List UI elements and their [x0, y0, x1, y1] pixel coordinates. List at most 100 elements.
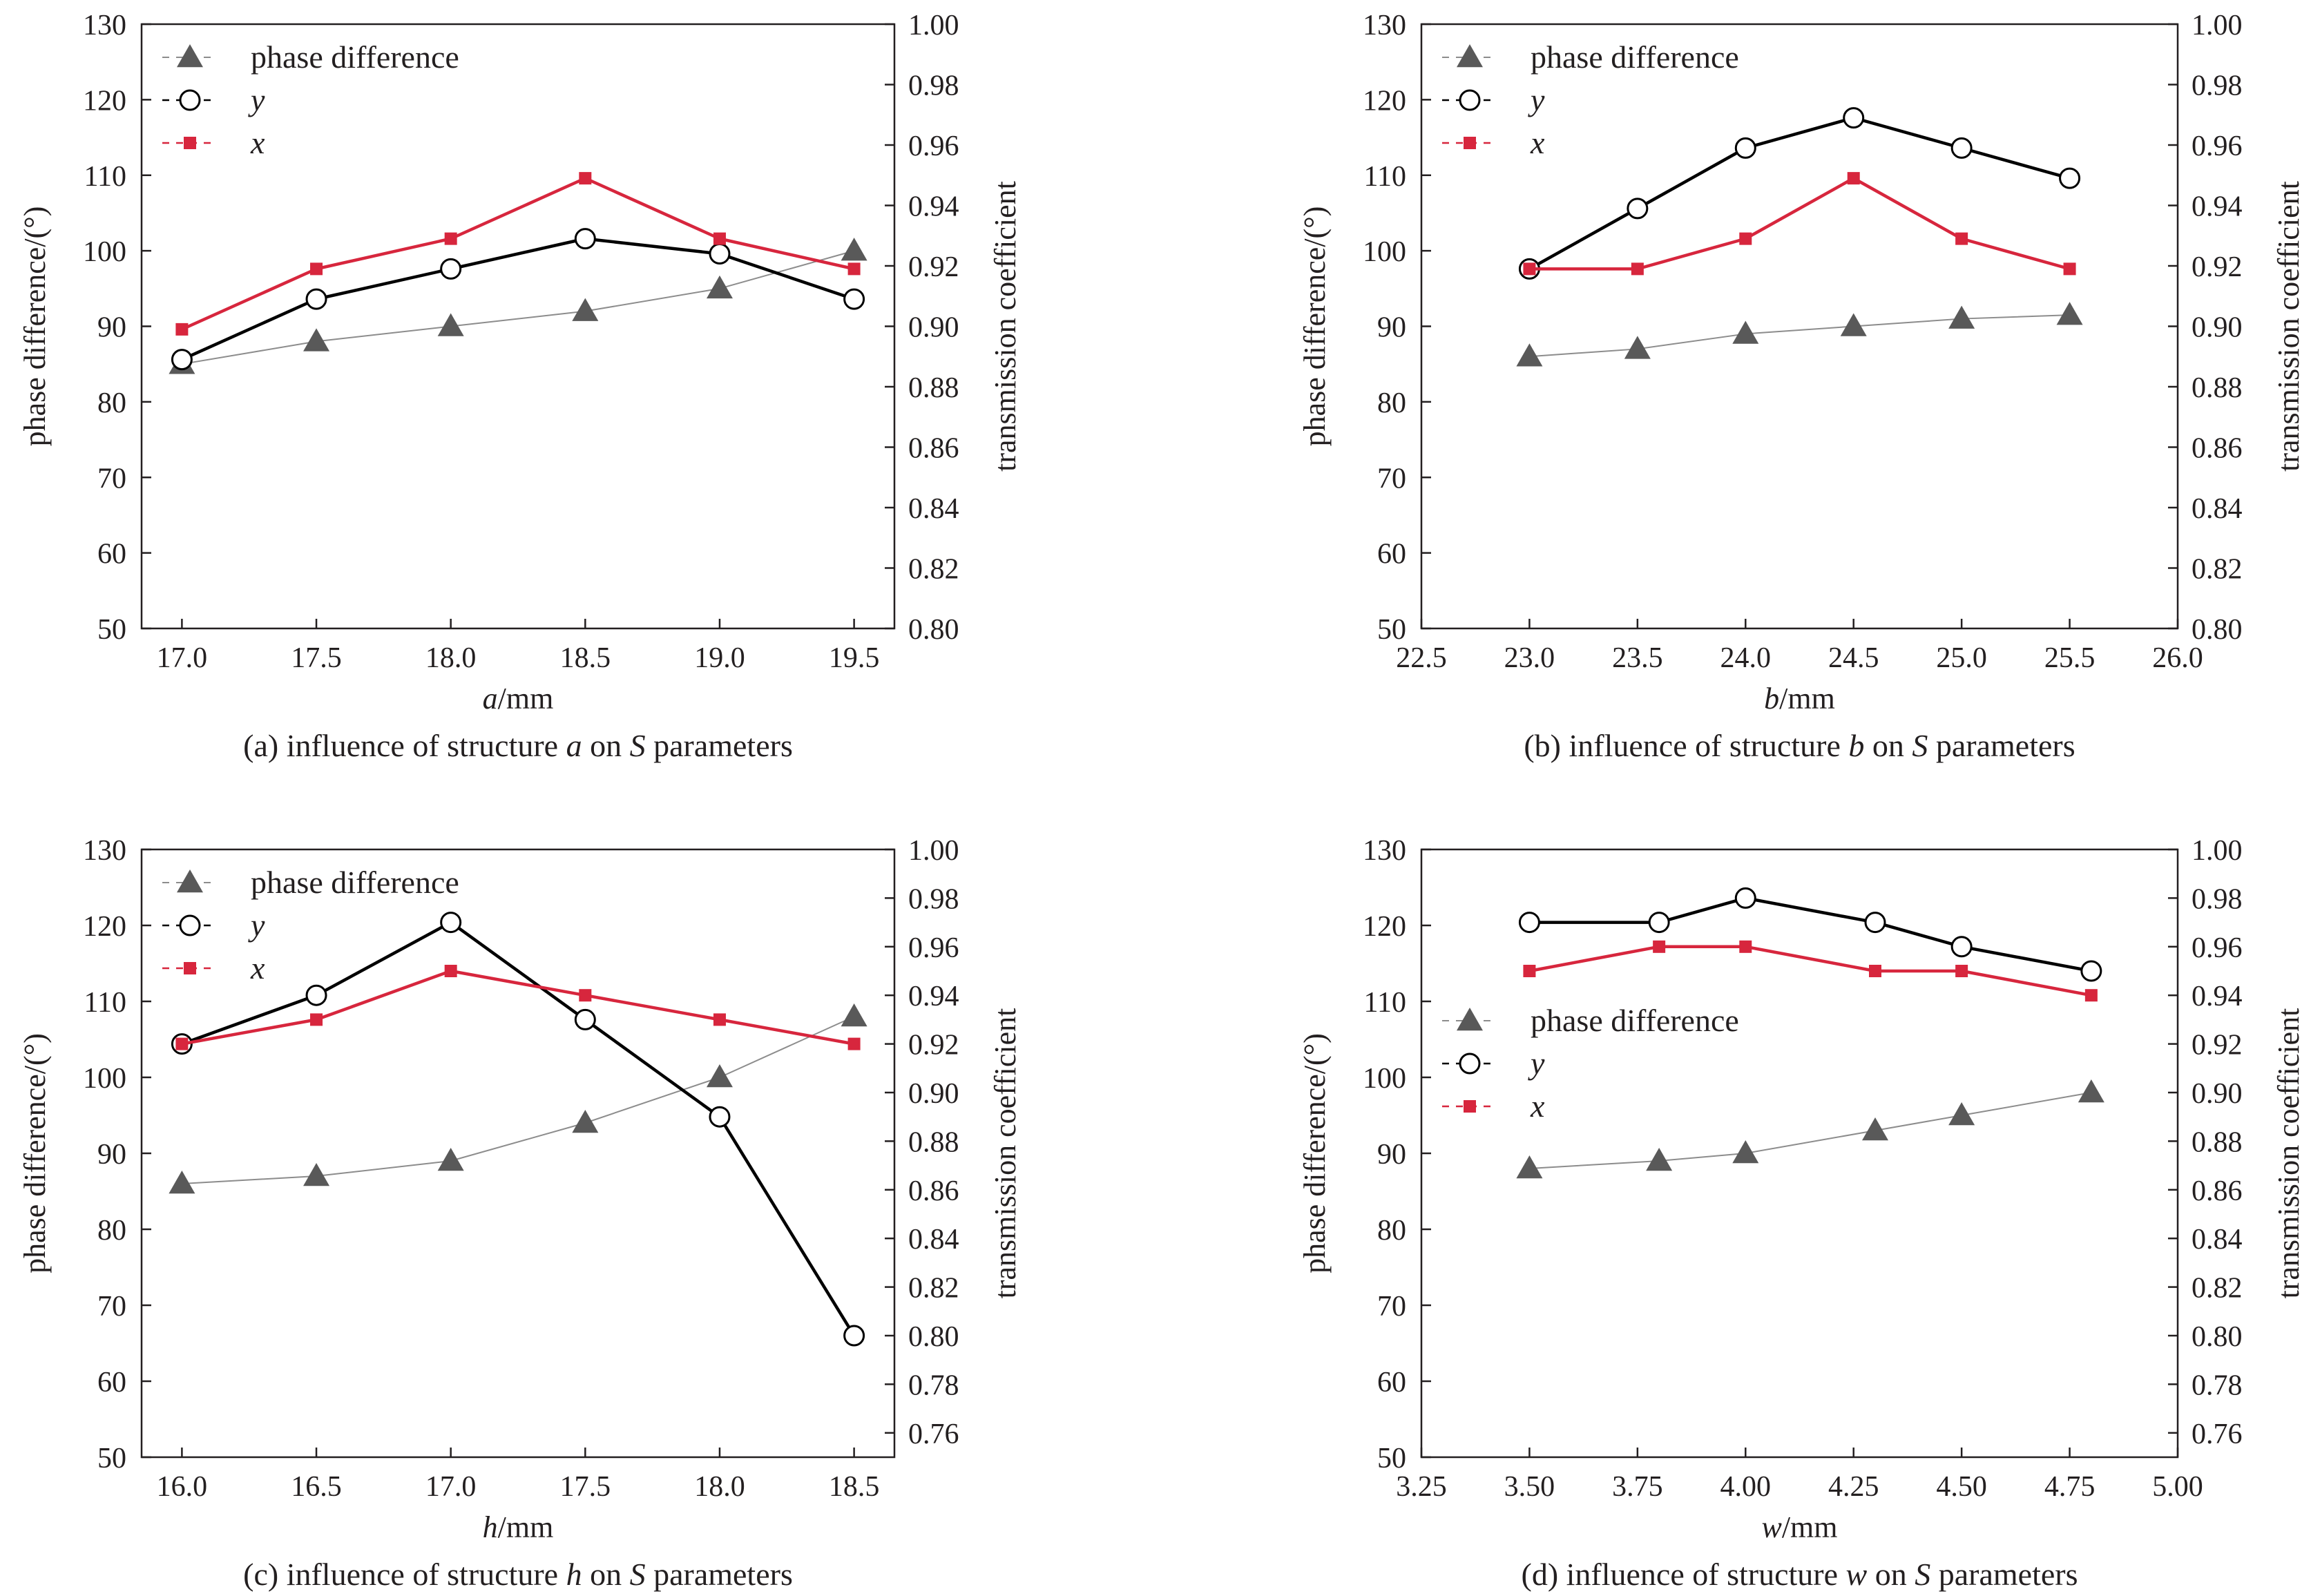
x-tick-label: 5.00	[2152, 1471, 2203, 1503]
series-line-x	[1529, 945, 2092, 997]
y-right-tick-label: 1.00	[2192, 835, 2243, 867]
legend-marker-x	[1464, 1100, 1476, 1113]
x-axis-label-var: a	[483, 682, 498, 715]
data-point-x	[175, 1037, 189, 1050]
y-right-tick-label: 0.94	[2192, 981, 2243, 1012]
x-tick-label: 25.0	[1936, 642, 1987, 674]
legend-marker-x	[1464, 137, 1476, 149]
y-right-tick-label: 0.78	[908, 1369, 959, 1401]
x-tick-label: 4.50	[1936, 1471, 1987, 1503]
series-line-phase	[182, 250, 854, 365]
data-point-y	[171, 349, 193, 371]
y-right-tick-label: 0.86	[2192, 433, 2243, 465]
y-left-tick-label: 60	[97, 1367, 126, 1398]
y-right-tick-label: 0.90	[908, 312, 959, 344]
legend: phase difference yx	[162, 39, 459, 160]
data-point-phase	[303, 1163, 330, 1186]
legend-label-x: x	[250, 950, 265, 986]
y-left-tick-label: 50	[1377, 1443, 1406, 1474]
y-right-tick-label: 0.96	[2192, 131, 2243, 162]
y-right-tick-label: 0.82	[908, 554, 959, 586]
y-left-tick-label: 130	[1363, 835, 1406, 867]
legend-marker-phase	[177, 44, 203, 68]
caption-mid: on	[582, 728, 630, 763]
y-right-tick-label: 0.92	[2192, 251, 2243, 283]
legend-marker-y	[1459, 1052, 1481, 1075]
series-line-phase	[1529, 1092, 2092, 1169]
series-line-phase	[1529, 314, 2070, 358]
y-left-tick-label: 50	[1377, 614, 1406, 646]
caption-svar: S	[630, 728, 646, 763]
data-point-phase	[1646, 1148, 1673, 1171]
series-line-y	[181, 921, 856, 1337]
data-point-x	[310, 262, 323, 276]
y-right-tick-label: 0.82	[2192, 1273, 2243, 1305]
series-line-phase	[182, 1016, 855, 1184]
legend-label-y: y	[248, 907, 265, 943]
y-right-tick-label: 0.92	[908, 1030, 959, 1061]
y-left-tick-label: 50	[97, 614, 126, 646]
y-left-axis-label: phase difference/(°)	[1298, 206, 1332, 447]
y-left-tick-label: 70	[97, 463, 126, 494]
legend: phase difference yx	[162, 865, 459, 986]
caption-pre: (d) influence of structure	[1522, 1557, 1846, 1592]
legend-label-y: y	[1528, 1046, 1545, 1081]
panel-caption: (b) influence of structure b on S parame…	[1524, 728, 2075, 763]
y-left-tick-label: 70	[1377, 463, 1406, 494]
data-point-phase	[1732, 320, 1759, 344]
y-right-tick-label: 0.96	[2192, 932, 2243, 964]
x-tick-label: 19.5	[829, 642, 880, 674]
chart-panel-a: 17.0 17.5 18.0 18.5 19.0 19.5 50 60 70 80 90 100 110…	[18, 10, 1022, 763]
y-left-tick-label: 70	[1377, 1291, 1406, 1323]
data-point-y	[574, 228, 596, 250]
x-tick-label: 18.0	[425, 642, 477, 674]
x-tick-label: 3.75	[1612, 1471, 1663, 1503]
y-left-tick-label: 80	[1377, 387, 1406, 419]
caption-svar: S	[630, 1557, 646, 1592]
y-right-tick-label: 0.82	[2192, 554, 2243, 586]
legend-label-y: y	[1528, 82, 1545, 117]
y-left-tick-label: 100	[1363, 1063, 1406, 1095]
x-axis-label: b/mm	[1764, 682, 1835, 715]
y-right-axis-label: transmission coefficient	[988, 1008, 1022, 1299]
x-tick-label: 17.0	[425, 1471, 477, 1503]
data-point-phase	[437, 313, 464, 336]
x-tick-label: 17.5	[560, 1471, 611, 1503]
data-point-x	[1523, 262, 1536, 276]
data-point-x	[847, 1037, 861, 1050]
y-right-tick-label: 0.92	[908, 251, 959, 283]
x-tick-label: 23.5	[1612, 642, 1663, 674]
y-left-tick-label: 80	[1377, 1215, 1406, 1247]
data-point-phase	[1840, 313, 1867, 336]
y-left-tick-label: 110	[1364, 987, 1406, 1019]
data-point-phase	[841, 1003, 867, 1027]
y-left-tick-label: 90	[1377, 1139, 1406, 1171]
data-point-x	[1847, 172, 1860, 185]
series-phase	[1516, 302, 2083, 367]
x-tick-label: 24.0	[1720, 642, 1772, 674]
panel-caption: (d) influence of structure w on S parame…	[1522, 1557, 2078, 1592]
y-right-tick-label: 0.84	[2192, 493, 2243, 525]
data-point-x	[2084, 989, 2098, 1002]
x-tick-label: 17.5	[291, 642, 342, 674]
series-y	[1518, 107, 2081, 280]
data-point-y	[709, 243, 731, 265]
y-right-tick-label: 0.98	[2192, 70, 2243, 102]
y-right-tick-label: 0.88	[908, 1126, 959, 1158]
data-point-x	[1739, 232, 1752, 245]
y-right-tick-label: 0.98	[908, 70, 959, 102]
y-right-tick-label: 0.88	[2192, 372, 2243, 404]
y-left-tick-label: 100	[83, 236, 126, 268]
data-point-y	[1648, 912, 1670, 934]
data-point-y	[1950, 936, 1973, 958]
y-left-tick-label: 60	[1377, 539, 1406, 570]
data-point-phase	[2078, 1079, 2104, 1103]
legend-marker-y	[179, 914, 201, 936]
data-point-y	[843, 288, 865, 310]
x-axis-label-unit: /mm	[1779, 682, 1835, 715]
y-right-tick-label: 0.94	[2192, 191, 2243, 223]
y-right-tick-label: 0.76	[908, 1419, 959, 1450]
chart-panel-d: 3.25 3.50 3.75 4.00 4.25 4.50 4.75 5.00 50 60 70 80…	[1298, 835, 2305, 1592]
series-x	[1523, 940, 2098, 1002]
data-point-x	[847, 262, 861, 276]
